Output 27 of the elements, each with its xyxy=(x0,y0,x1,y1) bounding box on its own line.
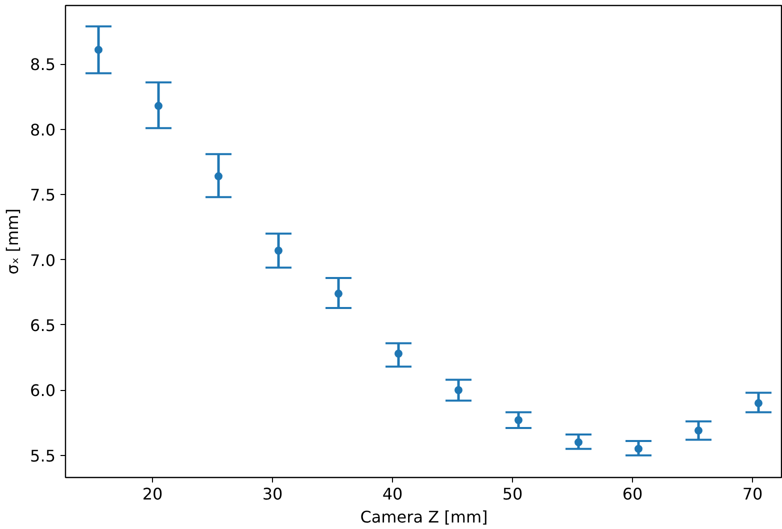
x-tick-label: 40 xyxy=(382,484,403,504)
x-tick-label: 30 xyxy=(262,484,283,504)
point xyxy=(634,444,642,453)
y-tick-label: 6.0 xyxy=(30,381,56,400)
x-tick-label: 60 xyxy=(622,484,643,504)
y-tick-label: 7.0 xyxy=(30,250,56,270)
point xyxy=(154,102,162,110)
point xyxy=(454,386,462,394)
x-tick-label: 50 xyxy=(502,484,523,504)
y-tick-label: 5.5 xyxy=(30,446,56,466)
point xyxy=(754,399,762,408)
y-tick-label: 8.0 xyxy=(30,120,56,140)
point xyxy=(94,46,102,54)
x-axis-title: Camera Z [mm] xyxy=(360,508,488,526)
point xyxy=(334,290,342,298)
y-axis-title: σₓ [mm] xyxy=(3,208,22,274)
point xyxy=(514,416,522,424)
point xyxy=(394,350,402,358)
point xyxy=(694,426,702,435)
y-tick-label: 6.5 xyxy=(30,316,56,335)
x-tick-label: 70 xyxy=(742,484,763,504)
point xyxy=(274,246,282,255)
point xyxy=(574,438,582,446)
x-tick-label: 20 xyxy=(142,484,163,504)
point xyxy=(214,172,222,180)
y-tick-label: 8.5 xyxy=(30,55,56,74)
y-tick-label: 7.5 xyxy=(30,186,56,205)
